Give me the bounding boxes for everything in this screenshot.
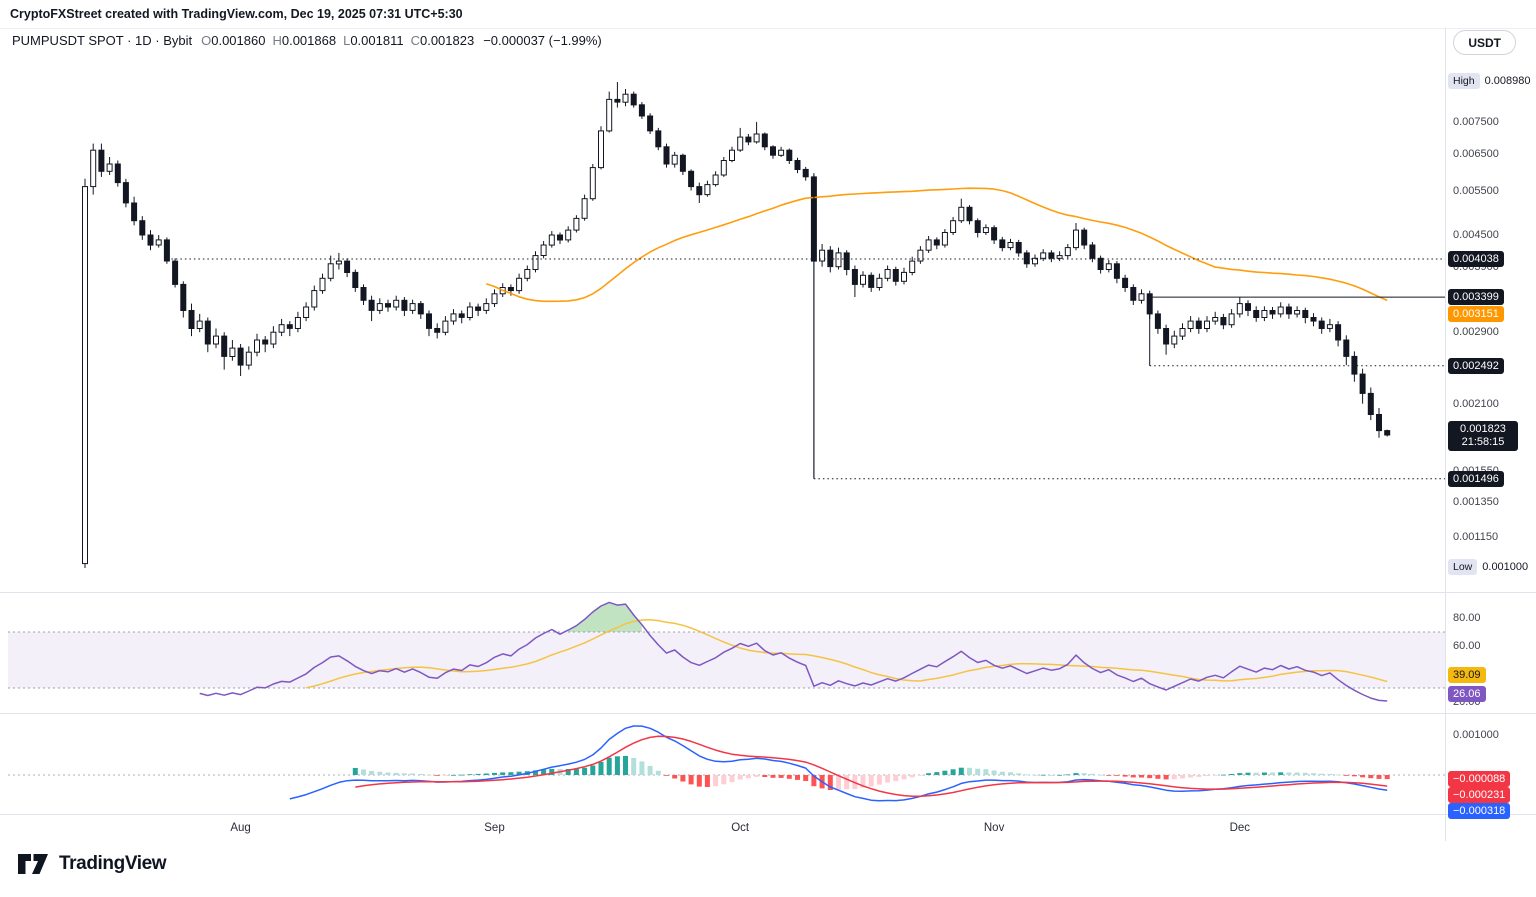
month-label-aug: Aug bbox=[230, 822, 251, 834]
tradingview-logo[interactable]: TradingView bbox=[18, 852, 167, 876]
ohlc-item-l: L 0.001811 bbox=[343, 33, 404, 48]
price-tick-label: 0.004500 bbox=[1453, 228, 1499, 241]
price-change: −0.000037 (−1.99%) bbox=[483, 33, 602, 48]
month-label-nov: Nov bbox=[983, 822, 1005, 834]
ohlc-value: 0.001868 bbox=[281, 33, 337, 48]
rsi-pane[interactable] bbox=[0, 593, 1445, 713]
price-tick-label: 0.001150 bbox=[1453, 531, 1499, 544]
main-price-pane[interactable] bbox=[0, 55, 1445, 592]
macd-value-badge: −0.000088 bbox=[1448, 770, 1511, 787]
currency-toggle-button[interactable]: USDT bbox=[1453, 30, 1516, 55]
ohlc-key: H bbox=[272, 33, 282, 48]
rsi-tick-label: 80.00 bbox=[1453, 612, 1481, 624]
macd-value-badge: −0.000318 bbox=[1448, 802, 1511, 819]
price-tick-label: 0.002100 bbox=[1453, 397, 1499, 410]
low-price-label-tag: Low bbox=[1448, 558, 1478, 575]
price-level-badge: 0.003151 bbox=[1448, 305, 1504, 322]
high-price-label-value: 0.008980 bbox=[1484, 75, 1531, 87]
ohlc-values: O 0.001860 H 0.001868 L 0.001811 C 0.001823 bbox=[201, 33, 474, 48]
ohlc-item-o: O 0.001860 bbox=[201, 33, 265, 48]
macd-tick-label: 0.001000 bbox=[1453, 729, 1499, 741]
price-level-badge: 0.002492 bbox=[1448, 357, 1504, 374]
ohlc-item-h: H 0.001868 bbox=[272, 33, 336, 48]
attribution-text: CryptoFXStreet created with TradingView.… bbox=[10, 7, 463, 21]
month-label-dec: Dec bbox=[1229, 822, 1251, 834]
ohlc-value: 0.001811 bbox=[350, 33, 404, 48]
symbol-legend: PUMPUSDT SPOT · 1D · Bybit O 0.001860 H 0.0… bbox=[12, 33, 602, 48]
ohlc-value: 0.001860 bbox=[211, 33, 266, 48]
symbol-title[interactable]: PUMPUSDT SPOT · 1D · Bybit bbox=[12, 33, 193, 48]
ohlc-value: 0.001823 bbox=[419, 33, 475, 48]
bar-countdown: 21:58:15 bbox=[1461, 436, 1505, 449]
ohlc-key: L bbox=[343, 33, 351, 48]
rsi-value-badge: 39.09 bbox=[1448, 667, 1486, 684]
high-price-label-tag: High bbox=[1448, 73, 1480, 89]
price-level-badge: 0.003399 bbox=[1448, 289, 1504, 306]
low-price-label-value: 0.001000 bbox=[1482, 560, 1529, 573]
month-label-oct: Oct bbox=[731, 822, 750, 834]
macd-pane[interactable] bbox=[0, 714, 1445, 814]
price-tick-label: 0.007500 bbox=[1453, 115, 1499, 128]
high-price-label: High 0.008980 bbox=[1448, 73, 1531, 89]
ohlc-key: O bbox=[201, 33, 212, 48]
rsi-tick-label: 60.00 bbox=[1453, 640, 1481, 652]
price-tick-label: 0.001350 bbox=[1453, 495, 1499, 508]
tradingview-logo-text: TradingView bbox=[59, 853, 167, 874]
low-price-label: Low 0.001000 bbox=[1448, 558, 1529, 575]
rsi-value-badge: 26.06 bbox=[1448, 685, 1486, 702]
price-level-badge: 0.004038 bbox=[1448, 250, 1504, 267]
tradingview-logo-icon bbox=[18, 854, 48, 874]
price-tick-label: 0.002900 bbox=[1453, 326, 1499, 339]
ohlc-item-c: C 0.001823 bbox=[411, 33, 475, 48]
last-price-badge: 0.001823 21:58:15 bbox=[1448, 421, 1518, 452]
price-tick-label: 0.005500 bbox=[1453, 184, 1499, 197]
ohlc-key: C bbox=[410, 33, 420, 48]
time-scale[interactable]: Aug Sep Oct Nov Dec bbox=[0, 818, 1445, 842]
price-scale[interactable]: High 0.008980 Low 0.001000 0.007500 0.006500 0… bbox=[1446, 0, 1535, 845]
price-level-badge: 0.001496 bbox=[1448, 470, 1504, 487]
last-price-value: 0.001823 bbox=[1460, 423, 1506, 436]
month-label-sep: Sep bbox=[484, 822, 505, 834]
macd-value-badge: −0.000231 bbox=[1448, 786, 1511, 803]
price-tick-label: 0.006500 bbox=[1453, 147, 1499, 160]
